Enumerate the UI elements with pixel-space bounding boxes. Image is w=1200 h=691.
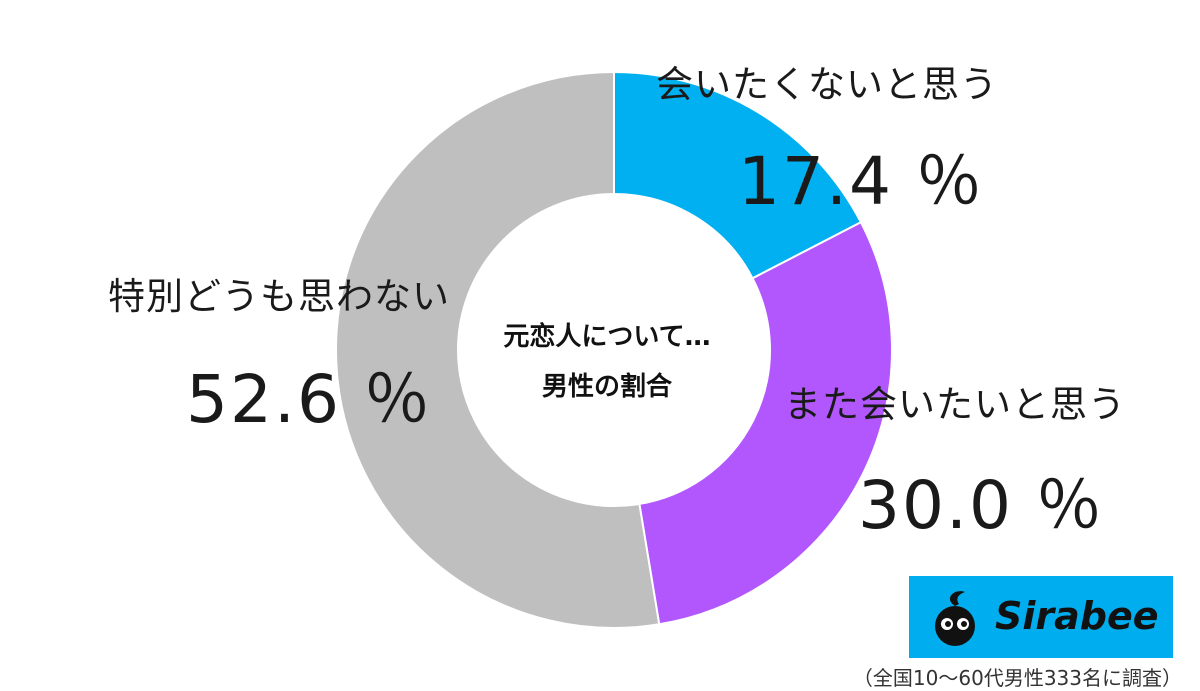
center-title-line-2: 男性の割合 xyxy=(541,372,672,402)
slice-label-dont-want-to-meet: 会いたくないと思う xyxy=(656,63,998,106)
center-title-line-1: 元恋人について… xyxy=(503,322,711,352)
slice-value-no-particular-feelings: 52.6 ％ xyxy=(186,361,432,438)
donut-slice-0 xyxy=(613,70,863,280)
sirabee-logo: Sirabee xyxy=(909,576,1173,658)
slice-label-want-to-meet-again: また会いたいと思う xyxy=(784,383,1126,426)
donut-slice-1 xyxy=(638,220,893,626)
logo-text: Sirabee xyxy=(995,594,1159,638)
slice-value-dont-want-to-meet: 17.4 ％ xyxy=(738,143,984,220)
sirabee-mascot-icon xyxy=(935,591,975,646)
slice-value-want-to-meet-again: 30.0 ％ xyxy=(858,467,1104,544)
donut-slice-2 xyxy=(335,70,661,629)
slice-label-no-particular-feelings: 特別どうも思わない xyxy=(108,275,450,318)
survey-footnote: （全国10～60代男性333名に調査） xyxy=(852,666,1182,690)
